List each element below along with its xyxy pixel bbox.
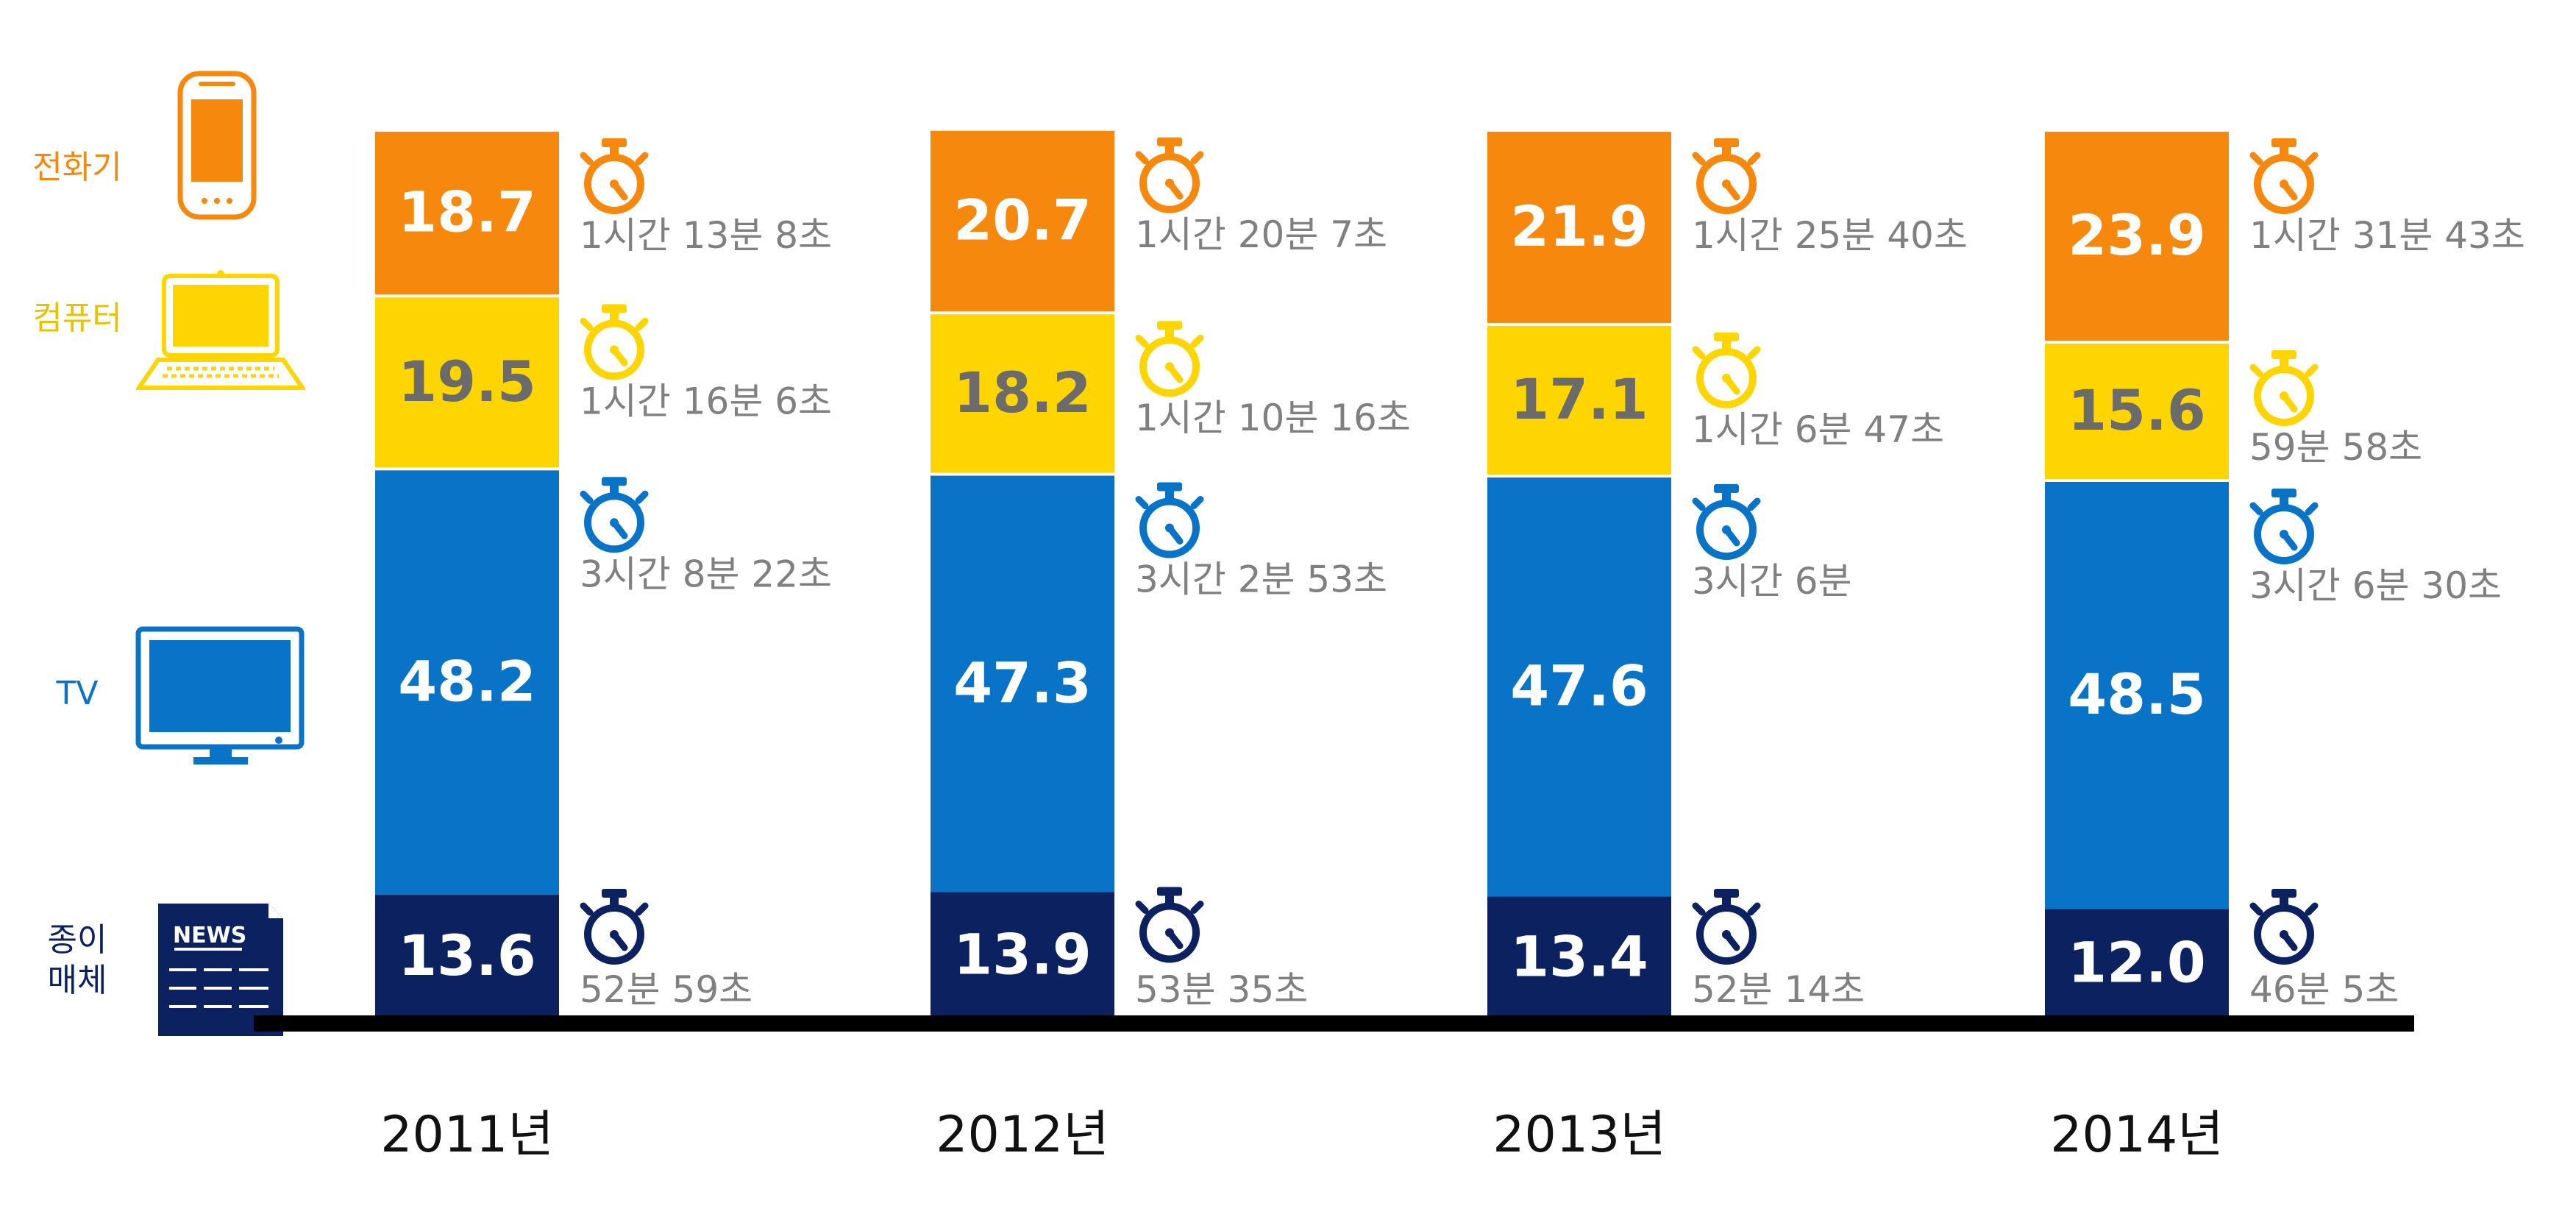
bar-value-label: 15.6: [2068, 377, 2206, 443]
stopwatch-icon: [1692, 332, 1761, 408]
stopwatch-icon: [580, 477, 649, 553]
duration-label: 3시간 8분 22초: [580, 553, 832, 595]
bar-value-label: 48.5: [2068, 661, 2206, 727]
stopwatch-icon: [1692, 889, 1761, 965]
duration-label: 52분 59초: [580, 968, 752, 1011]
bar-computer: [1487, 325, 1671, 475]
bar-value-label: 18.2: [953, 360, 1092, 425]
stopwatch-icon: [580, 304, 649, 380]
x-tick-label: 2011년: [380, 1106, 554, 1164]
bar-tv: [931, 475, 1114, 893]
bar-value-label: 21.9: [1510, 194, 1648, 259]
bar-value-label: 13.4: [1510, 923, 1648, 989]
stopwatch-icon: [2249, 889, 2319, 965]
bar-value-label: 12.0: [2068, 930, 2206, 996]
stopwatch-icon: [1135, 137, 1204, 213]
bar-value-label: 17.1: [1510, 366, 1648, 432]
bar-value-label: 47.3: [953, 650, 1092, 716]
bar-paper: [2045, 909, 2229, 1015]
bar-value-label: 13.9: [953, 921, 1092, 987]
bar-value-label: 23.9: [2068, 202, 2206, 268]
duration-label: 46분 5초: [2249, 968, 2399, 1011]
x-tick-label: 2012년: [936, 1106, 1109, 1164]
x-tick-label: 2013년: [1492, 1106, 1666, 1164]
legend-label-computer: 컴퓨터: [32, 299, 122, 337]
bar-phone: [931, 130, 1114, 312]
duration-label: 53분 35초: [1135, 968, 1308, 1011]
duration-label: 1시간 10분 16초: [1135, 397, 1411, 439]
bar-value-label: 48.2: [398, 649, 536, 714]
duration-label: 1시간 20분 7초: [1135, 213, 1387, 256]
bar-tv: [1487, 477, 1671, 897]
bar-value-label: 18.7: [398, 180, 536, 245]
duration-label: 59분 58초: [2249, 426, 2422, 469]
bar-phone: [2045, 132, 2229, 341]
legend-label-tv: TV: [56, 675, 99, 712]
duration-label: 1시간 16분 6초: [580, 380, 832, 422]
bar-tv: [375, 470, 559, 895]
stopwatch-icon: [2249, 488, 2319, 564]
stopwatch-icon: [1692, 483, 1761, 560]
baseline: [254, 1015, 2414, 1032]
duration-label: 3시간 2분 53초: [1135, 558, 1387, 601]
bar-computer: [375, 297, 559, 468]
bar-value-label: 20.7: [953, 188, 1092, 253]
bar-phone: [375, 132, 559, 295]
stopwatch-icon: [1135, 482, 1204, 558]
bar-value-label: 19.5: [398, 349, 536, 414]
smartphone-icon: [177, 71, 257, 220]
stopwatch-icon: [580, 138, 649, 214]
laptop-icon: [136, 270, 305, 390]
bar-paper: [931, 892, 1114, 1015]
bar-paper: [1487, 896, 1671, 1015]
newspaper-icon: NEWS: [158, 904, 283, 1036]
stopwatch-icon: [1692, 138, 1761, 214]
duration-label: 3시간 6분 30초: [2249, 564, 2502, 607]
tv-icon: [135, 626, 305, 764]
duration-label: 1시간 31분 43초: [2249, 214, 2525, 257]
bar-tv: [2045, 481, 2229, 909]
stopwatch-icon: [580, 889, 649, 965]
duration-label: 1시간 6분 47초: [1692, 408, 1944, 451]
bar-value-label: 13.6: [398, 923, 536, 988]
bar-value-label: 47.6: [1510, 653, 1648, 719]
stopwatch-icon: [2249, 350, 2319, 426]
duration-label: 1시간 13분 8초: [580, 214, 832, 257]
legend-label-phone: 전화기: [32, 149, 122, 186]
duration-label: 1시간 25분 40초: [1692, 214, 1968, 257]
bar-phone: [1487, 132, 1671, 323]
duration-label: 52분 14초: [1692, 968, 1865, 1011]
bar-paper: [375, 895, 559, 1015]
stopwatch-icon: [2249, 138, 2319, 214]
legend-label-paper: 종이 매체: [47, 921, 107, 999]
stopwatch-icon: [1135, 321, 1204, 397]
bar-computer: [931, 314, 1114, 473]
duration-label: 3시간 6분: [1692, 560, 1852, 603]
svg-text:NEWS: NEWS: [173, 923, 246, 948]
bar-computer: [2045, 343, 2229, 479]
stopwatch-icon: [1135, 887, 1204, 963]
x-tick-label: 2014년: [2050, 1106, 2224, 1164]
